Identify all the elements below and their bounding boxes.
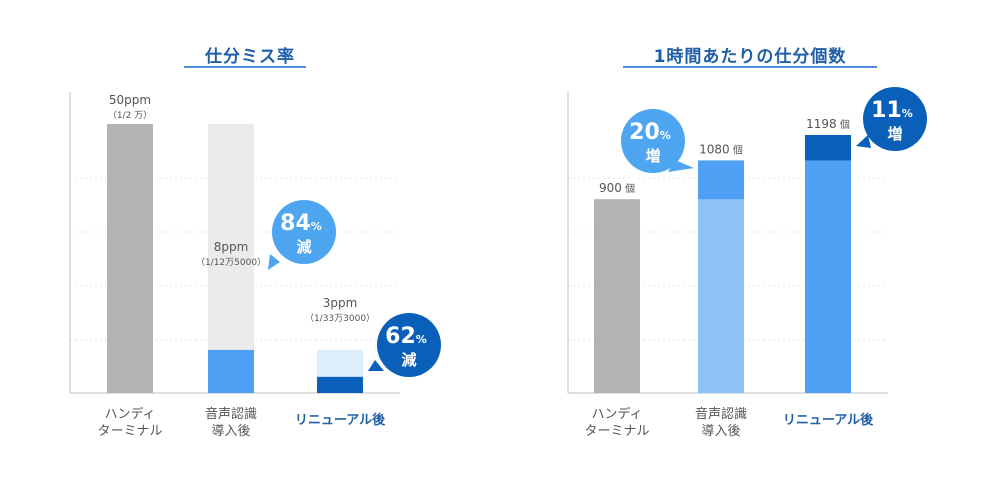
callout-percent: 84% — [280, 211, 322, 236]
category-label: 音声認識 — [205, 406, 257, 422]
callout-label: 減 — [401, 351, 416, 369]
category-label: ターミナル — [584, 424, 649, 439]
callout-circle — [377, 313, 441, 377]
callout-circle — [621, 109, 685, 173]
callout-percent: 62% — [385, 324, 427, 349]
value-label: 8ppm — [214, 240, 249, 254]
value-sublabel: （1/2 万） — [108, 110, 152, 121]
bar — [208, 349, 254, 393]
callout-tail — [268, 254, 280, 270]
value-label: 50ppm — [109, 93, 151, 107]
title-underline — [184, 66, 306, 68]
category-label: 音声認識 — [695, 406, 747, 422]
callout-percent: 20% — [629, 120, 671, 145]
base-bar — [805, 160, 851, 393]
bar — [107, 124, 153, 393]
category-label: ハンディ — [591, 406, 642, 422]
callout-circle — [863, 87, 927, 151]
callout-circle — [272, 200, 336, 264]
category-label: リニューアル後 — [295, 412, 386, 428]
callout-label: 増 — [645, 147, 660, 165]
value-label: 1198 個 — [806, 117, 850, 131]
callout-bubble: 11% 増 — [856, 87, 927, 151]
bar — [594, 199, 640, 393]
callout-percent: 11% — [871, 98, 913, 123]
value-label: 3ppm — [323, 296, 358, 310]
value-label: 1080 個 — [699, 142, 743, 156]
callout-label: 減 — [296, 238, 311, 256]
reference-bar — [208, 124, 254, 393]
throughput-chart-panel: 1時間あたりの仕分個数 900 個 1080 個 1198 個ハンディターミナル 音声… — [500, 0, 1000, 481]
chart-title: 1時間あたりの仕分個数 — [653, 47, 847, 67]
value-label: 900 個 — [599, 181, 635, 195]
error-rate-chart-panel: 仕分ミス率 50ppm （1/2 万） 8ppm （1/12万5000） 3ppm （1/… — [69, 47, 441, 439]
callout-tail — [856, 135, 871, 148]
category-label: 導入後 — [211, 424, 250, 439]
category-label: リニューアル後 — [783, 412, 874, 428]
callout-bubble: 20% 増 — [621, 109, 694, 173]
callout-bubble: 62% 減 — [368, 313, 441, 377]
category-label: ハンディ — [104, 406, 155, 422]
callout-bubble: 84% 減 — [268, 200, 336, 270]
category-label: 導入後 — [701, 424, 740, 439]
callout-label: 増 — [887, 125, 902, 143]
category-label: ターミナル — [97, 424, 162, 439]
base-bar — [698, 199, 744, 393]
title-underline — [623, 66, 877, 68]
value-sublabel: （1/12万5000） — [196, 257, 266, 268]
chart-title: 仕分ミス率 — [205, 47, 295, 67]
value-sublabel: （1/33万3000） — [305, 313, 375, 324]
callout-tail — [368, 360, 384, 371]
bar — [317, 376, 363, 393]
error-rate-chart: 50ppm （1/2 万） 8ppm （1/12万5000） 3ppm （1/33万300… — [69, 92, 441, 439]
callout-tail — [668, 160, 694, 172]
